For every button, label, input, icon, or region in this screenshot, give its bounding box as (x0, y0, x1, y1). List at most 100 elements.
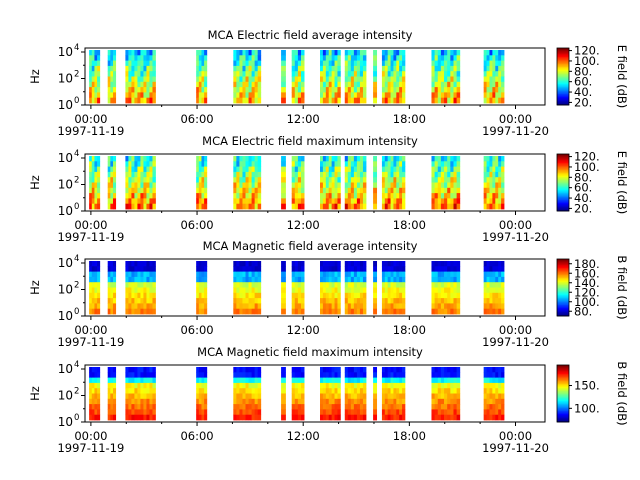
data-segment (281, 156, 286, 210)
data-segment (291, 156, 305, 210)
x-tick-label: 18:00 (393, 112, 426, 126)
data-segment (281, 261, 286, 315)
data-segment (233, 261, 262, 315)
data-segment (483, 50, 505, 104)
data-segment (196, 261, 208, 315)
x-date-label: 1997-11-20 (482, 335, 549, 349)
x-tick-label: 18:00 (393, 323, 426, 337)
panel-3: MCA Magnetic field average intensity 100 1… (28, 239, 629, 349)
x-tick-label: 12:00 (287, 323, 320, 337)
data-segment (431, 367, 461, 421)
x-date-label: 1997-11-19 (57, 335, 124, 349)
data-segment (125, 156, 156, 210)
x-date-label: 1997-11-20 (482, 230, 549, 244)
colorbar: 20.40.60.80.100.120. E field (dB) (556, 150, 629, 215)
data-segment (233, 367, 262, 421)
panel-1: MCA Electric field average intensity 100 1… (28, 28, 629, 138)
colorbar-tick-label: 120. (574, 44, 600, 58)
x-tick-label: 06:00 (180, 323, 213, 337)
x-tick-label: 06:00 (180, 218, 213, 232)
x-date-label: 1997-11-19 (57, 124, 124, 138)
colorbar: 80.100.120.140.160.180. B field (dB) (556, 255, 629, 320)
data-segment (89, 50, 101, 104)
data-segment (344, 261, 367, 315)
colorbar-tick-label: 40. (574, 191, 592, 205)
colorbar-label: B field (dB) (615, 255, 629, 319)
colorbar-tick-label: 100. (574, 401, 600, 415)
panel-4: MCA Magnetic field maximum intensity 100 1… (28, 345, 629, 455)
colorbar-tick-label: 180. (574, 257, 600, 271)
colorbar-frame (556, 364, 570, 423)
colorbar-label: E field (dB) (615, 45, 629, 109)
y-tick-label: 104 (58, 149, 80, 165)
x-tick-label: 00:00 (74, 112, 107, 126)
x-tick-label: 12:00 (287, 429, 320, 443)
colorbar-label: E field (dB) (615, 151, 629, 215)
colorbar-tick-label: 120. (574, 150, 600, 164)
colorbar-tick-label: 80. (574, 304, 592, 318)
data-segment (320, 50, 341, 104)
x-tick-label: 12:00 (287, 218, 320, 232)
y-tick-label: 104 (58, 360, 80, 376)
data-segment (291, 261, 305, 315)
y-tick-label: 104 (58, 43, 80, 59)
data-segment (196, 156, 208, 210)
y-tick-label: 104 (58, 254, 80, 270)
x-tick-label: 00:00 (74, 429, 107, 443)
x-tick-label: 18:00 (393, 429, 426, 443)
data-segment (107, 50, 117, 104)
plot-frame (84, 364, 546, 423)
y-tick-label: 100 (58, 202, 80, 218)
colorbar-tick-label: 100. (574, 295, 600, 309)
data-segment (107, 367, 117, 421)
plot-frame (84, 153, 546, 212)
data-segment (320, 156, 341, 210)
x-tick-label: 18:00 (393, 218, 426, 232)
data-segment (381, 50, 406, 104)
data-segment (196, 50, 208, 104)
data-segment (431, 50, 461, 104)
data-segment (89, 261, 101, 315)
y-tick-label: 102 (58, 280, 80, 296)
data-segment (125, 367, 156, 421)
data-segment (196, 367, 208, 421)
data-segment (373, 50, 378, 104)
colorbar-tick-label: 20. (574, 95, 592, 109)
y-axis-label: Hz (28, 280, 42, 295)
y-tick-label: 100 (58, 413, 80, 429)
colorbar-tick-label: 60. (574, 75, 592, 89)
y-axis-label: Hz (28, 175, 42, 190)
colorbar-frame (556, 258, 570, 317)
x-tick-label: 06:00 (180, 429, 213, 443)
panel-title: MCA Electric field maximum intensity (202, 134, 418, 148)
colorbar-tick-label: 40. (574, 85, 592, 99)
colorbar-frame (556, 153, 570, 212)
data-segment (431, 156, 461, 210)
data-segment (233, 156, 262, 210)
y-tick-label: 100 (58, 307, 80, 323)
x-tick-label: 00:00 (74, 323, 107, 337)
colorbar-tick-label: 120. (574, 285, 600, 299)
x-tick-label: 00:00 (499, 429, 532, 443)
plot-frame (84, 258, 546, 317)
x-date-label: 1997-11-19 (57, 441, 124, 455)
data-segment (291, 50, 305, 104)
colorbar-tick-label: 140. (574, 276, 600, 290)
colorbar-frame (556, 47, 570, 106)
colorbar-label: B field (dB) (615, 361, 629, 425)
panel-2: MCA Electric field maximum intensity 100 1… (28, 134, 629, 244)
y-tick-label: 102 (58, 386, 80, 402)
x-tick-label: 00:00 (499, 323, 532, 337)
colorbar-tick-label: 60. (574, 181, 592, 195)
y-tick-label: 102 (58, 175, 80, 191)
data-segment (483, 156, 505, 210)
y-axis-label: Hz (28, 386, 42, 401)
data-segment (381, 156, 406, 210)
y-tick-label: 100 (58, 96, 80, 112)
panel-title: MCA Magnetic field average intensity (203, 239, 418, 253)
y-tick-label: 102 (58, 69, 80, 85)
x-tick-label: 00:00 (499, 218, 532, 232)
colorbar-tick-label: 160. (574, 266, 600, 280)
data-segment (381, 261, 406, 315)
data-segment (483, 367, 505, 421)
